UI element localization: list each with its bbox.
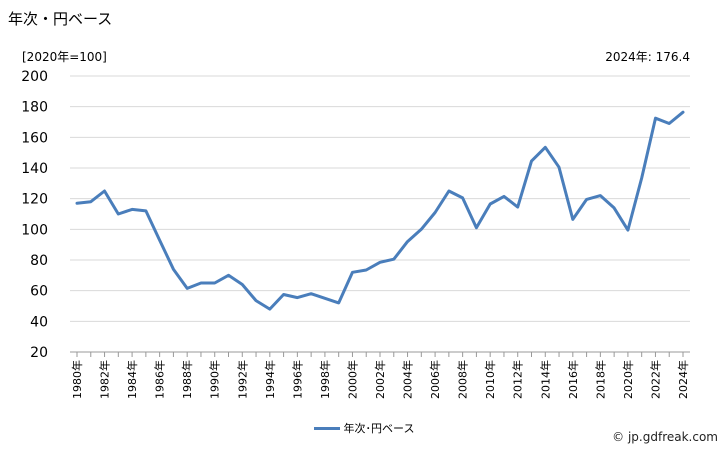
gridlines xyxy=(70,75,690,353)
x-tick-label: 2006年 xyxy=(428,360,442,399)
x-tick-label: 1996年 xyxy=(290,360,304,399)
x-tick-label: 1992年 xyxy=(235,360,249,399)
x-tick-label: 2010年 xyxy=(483,360,497,399)
x-tick-label: 1984年 xyxy=(125,360,139,399)
y-tick-label: 160 xyxy=(21,130,48,146)
x-tick-label: 2004年 xyxy=(401,360,415,399)
y-tick-label: 180 xyxy=(21,100,48,116)
legend-swatch xyxy=(313,426,340,430)
x-tick-label: 2022年 xyxy=(648,360,662,399)
x-tick-label: 2014年 xyxy=(538,360,552,399)
x-tick-label: 1994年 xyxy=(263,360,277,399)
x-tick-label: 2002年 xyxy=(373,360,387,399)
chart-title: 年次・円ベース xyxy=(8,10,113,28)
x-tick-label: 2020年 xyxy=(621,360,635,399)
x-tick-label: 2024年 xyxy=(676,360,690,399)
y-tick-label: 120 xyxy=(21,192,48,208)
y-tick-label: 140 xyxy=(21,161,48,177)
x-tick-label: 2018年 xyxy=(593,360,607,399)
x-tick-label: 1986年 xyxy=(153,360,167,399)
unit-note: [2020年=100] xyxy=(22,50,107,64)
x-tick-label: 1990年 xyxy=(208,360,222,399)
y-tick-label: 200 xyxy=(21,69,48,85)
legend: 年次･円ベース xyxy=(0,420,728,436)
x-tick-label: 1982年 xyxy=(98,360,112,399)
y-tick-label: 100 xyxy=(21,222,48,238)
x-tick-label: 2012年 xyxy=(511,360,525,399)
x-tick-label: 1980年 xyxy=(70,360,84,399)
series-layer xyxy=(75,110,685,311)
x-tick-label: 1998年 xyxy=(318,360,332,399)
y-tick-label: 60 xyxy=(30,284,48,300)
latest-value-note: 2024年: 176.4 xyxy=(605,50,690,64)
x-tick-label: 2000年 xyxy=(345,360,359,399)
x-tick-label: 2008年 xyxy=(456,360,470,399)
y-tick-label: 20 xyxy=(30,345,48,361)
x-tick-label: 2016年 xyxy=(566,360,580,399)
legend-label: 年次･円ベース xyxy=(343,422,415,435)
x-tick-label: 1988年 xyxy=(180,360,194,399)
source-credit: © jp.gdfreak.com xyxy=(612,430,718,444)
y-tick-label: 40 xyxy=(30,314,48,330)
x-axis: 1980年 1982年 1984年 1986年 1988年 1990年 1992年 1994年… xyxy=(70,351,690,399)
y-axis: 20 40 60 80 100 120 140 160 180 200 xyxy=(21,69,48,361)
y-tick-label: 80 xyxy=(30,253,48,269)
series-line xyxy=(75,110,685,311)
